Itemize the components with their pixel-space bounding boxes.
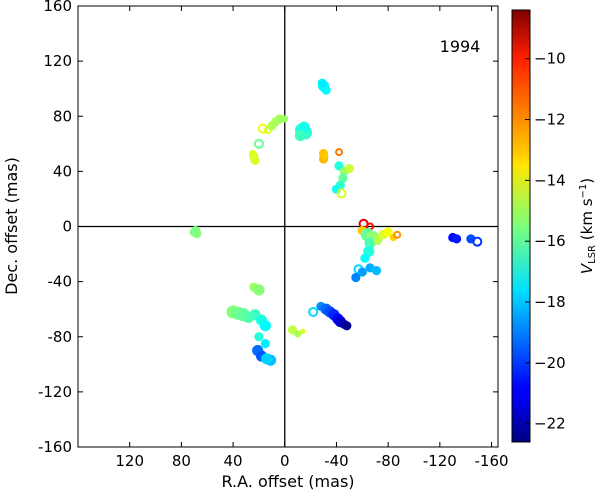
maser-spot [334, 161, 344, 171]
colorbar-tick-label: −22 [534, 415, 566, 433]
maser-spot [254, 332, 264, 342]
maser-spot [308, 306, 319, 317]
maser-spot [360, 253, 370, 263]
maser-spot [383, 227, 393, 237]
maser-spot [342, 321, 352, 331]
maser-spot [253, 138, 264, 149]
x-axis-ticks: 120 80 40 0 -40 -80 -120 -160 [115, 6, 509, 470]
colorbar-gradient [511, 9, 531, 443]
colorbar-tick-label: −14 [534, 171, 566, 189]
x-tick-label: -80 [376, 452, 401, 470]
y-tick-label: 0 [62, 218, 72, 236]
maser-spot [373, 235, 383, 245]
maser-spot [294, 129, 306, 142]
y-tick-label: -160 [38, 438, 72, 456]
maser-spot [393, 230, 402, 239]
maser-spot [259, 320, 271, 332]
maser-spot [371, 266, 382, 276]
colorbar: −10 −12 −14 −16 −18 −20 −22 VLSR (km s−1) [511, 9, 598, 443]
maser-spot [281, 115, 289, 123]
maser-spots [189, 78, 483, 366]
maser-spot [452, 234, 462, 244]
y-tick-label: -80 [48, 328, 73, 346]
maser-spot [248, 149, 257, 158]
colorbar-ticks: −10 −12 −14 −16 −18 −20 −22 [525, 50, 566, 433]
y-axis-ticks: 160 120 80 40 0 -40 -80 -120 -160 [38, 0, 498, 456]
maser-spot [193, 231, 201, 239]
epoch-annotation: 1994 [440, 37, 481, 56]
maser-spot [357, 267, 367, 277]
maser-spot [261, 353, 273, 365]
maser-spot [336, 188, 347, 199]
x-axis-label: R.A. offset (mas) [221, 472, 354, 491]
colorbar-tick-label: −16 [534, 232, 566, 250]
colorbar-label: VLSR (km s−1) [578, 178, 598, 274]
y-tick-label: -40 [48, 273, 73, 291]
maser-spot [351, 272, 361, 283]
colorbar-tick-label: −20 [534, 354, 566, 372]
maser-spot [321, 152, 329, 160]
maser-spot [250, 155, 260, 165]
maser-spot [287, 325, 298, 335]
x-tick-label: -120 [423, 452, 457, 470]
maser-spot [335, 148, 344, 157]
colorbar-tick-label: −12 [534, 111, 566, 129]
y-tick-label: 80 [53, 107, 72, 125]
y-axis-label: Dec. offset (mas) [2, 157, 21, 295]
y-tick-label: 120 [43, 52, 72, 70]
colorbar-tick-label: −18 [534, 293, 566, 311]
x-tick-label: -40 [324, 452, 349, 470]
x-tick-label: 0 [280, 452, 290, 470]
maser-spot [253, 284, 265, 296]
maser-spot [472, 236, 483, 247]
maser-spot [257, 123, 268, 134]
y-tick-label: -120 [38, 383, 72, 401]
colorbar-tick-label: −10 [534, 50, 566, 68]
maser-spot [344, 164, 354, 174]
maser-spot [294, 330, 302, 338]
reference-lines [78, 6, 498, 447]
maser-spot [300, 328, 306, 334]
x-tick-label: 80 [172, 452, 191, 470]
maser-spot [260, 339, 270, 349]
y-tick-label: 40 [53, 162, 72, 180]
x-tick-label: 40 [224, 452, 243, 470]
maser-spot [317, 78, 327, 88]
y-tick-label: 160 [43, 0, 72, 15]
x-tick-label: 120 [115, 452, 144, 470]
maser-spot [321, 85, 331, 95]
x-tick-label: -160 [475, 452, 509, 470]
